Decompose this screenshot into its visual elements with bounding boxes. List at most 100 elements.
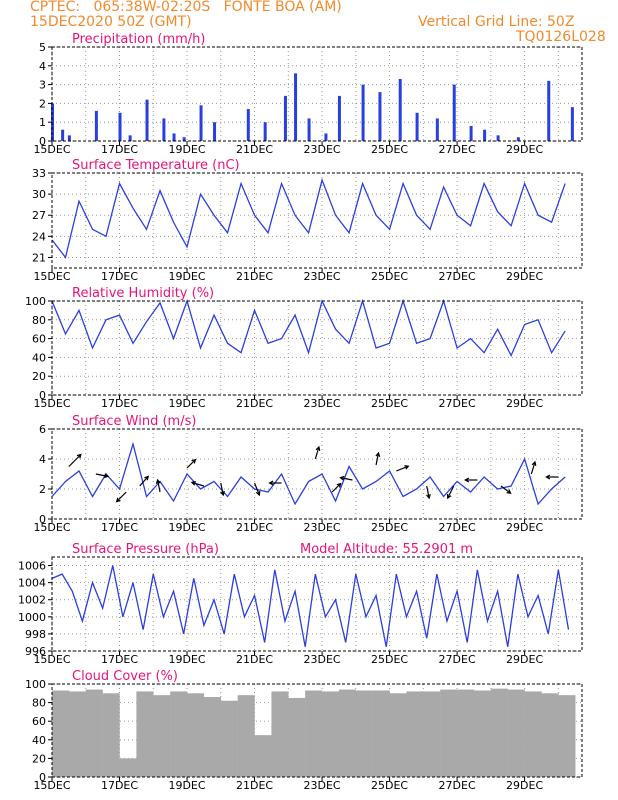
x-tick-label: 25DEC [371,270,408,283]
cloud-bar [322,691,340,777]
x-tick-label: 27DEC [439,521,476,534]
y-tick-label: 20 [32,752,46,765]
cloud-bar [355,690,373,777]
y-tick-label: 40 [32,351,46,364]
wind-arrow [447,485,455,499]
y-tick-label: 2 [39,483,46,496]
x-tick-label: 15DEC [33,397,70,410]
cloud-bar [524,691,542,777]
header-model: TQ0126L028 [516,29,606,45]
y-tick-label: 0 [39,771,46,784]
panel-frame [51,556,583,652]
cloud-bar [220,700,238,777]
cloud-bar [203,697,222,777]
precip-bar [118,112,122,141]
cloud-bar [254,735,272,777]
cloud-bar [406,691,424,777]
y-tick-label: 0 [39,513,46,526]
y-tick-label: 6 [39,423,46,436]
x-tick-label: 19DEC [168,143,205,156]
precip-bar [283,95,287,141]
panel-frame [51,46,583,142]
x-tick-label: 25DEC [371,143,408,156]
precip-bar [337,95,341,141]
x-tick-label: 21DEC [236,397,273,410]
precip-bar [469,125,473,141]
x-tick-label: 29DEC [506,270,543,283]
x-tick-label: 19DEC [168,270,205,283]
x-tick-label: 17DEC [101,779,138,792]
precip-bar [435,118,439,141]
y-tick-label: 1 [39,116,46,129]
y-tick-label: 998 [25,628,46,641]
panel-frame [51,428,583,520]
wind-arrow-head [144,475,149,481]
panel-frame [51,683,583,778]
y-tick-label: 3 [39,79,46,92]
cloud-bar [102,693,120,777]
wind-arrow [375,452,380,466]
series-line [51,565,570,647]
x-tick-label: 27DEC [439,397,476,410]
series-line [51,177,566,259]
cloud-bar [119,758,137,777]
y-tick-label: 996 [25,645,46,658]
x-tick-label: 27DEC [439,653,476,666]
x-tick-label: 29DEC [506,779,543,792]
cloud-bar [271,691,289,777]
x-tick-label: 23DEC [304,521,341,534]
y-tick-label: 100 [25,295,46,308]
precip-bar [199,105,203,141]
wind-arrow-head [103,473,110,479]
wind-arrow-head [155,478,161,484]
precip-bar [378,92,382,141]
y-tick-label: 60 [32,715,46,728]
y-tick-label: 24 [32,230,46,243]
x-tick-label: 15DEC [33,653,70,666]
wind-arrow [191,481,205,487]
y-tick-label: 5 [39,41,46,54]
cloud-bar [52,690,70,777]
precip-bar [94,110,98,141]
wind-arrow [95,473,109,477]
wind-arrow-head [190,480,196,486]
x-tick-label: 21DEC [236,521,273,534]
x-tick-label: 19DEC [168,779,205,792]
y-tick-label: 80 [32,314,46,327]
cloud-bar [288,697,306,777]
wind-arrow-head [375,451,381,457]
wind-arrow-head [404,465,410,470]
cloud-bar [68,691,86,777]
precip-bar [172,133,176,141]
x-tick-label: 21DEC [236,143,273,156]
x-tick-label: 23DEC [304,653,341,666]
precip-bar [145,99,149,141]
x-tick-label: 23DEC [304,143,341,156]
x-tick-label: 29DEC [506,143,543,156]
x-tick-label: 17DEC [101,521,138,534]
cloud-bar [541,693,559,777]
panel-title: Cloud Cover (%) [72,669,178,684]
cloud-bar [187,693,205,777]
wind-arrow-head [545,474,551,480]
header-date: 15DEC2020 50Z (GMT) [30,14,192,30]
y-tick-label: 2 [39,97,46,110]
precip-bar [213,122,217,141]
wind-arrow [530,461,536,475]
cloud-bar [389,693,407,777]
wind-arrow-head [339,475,345,481]
precip-bar [307,118,311,141]
y-tick-label: 1002 [18,594,46,607]
precip-bar [182,137,186,141]
x-tick-label: 25DEC [371,779,408,792]
cloud-bar [237,695,255,777]
precip-bar [570,107,574,141]
precip-bar [415,112,419,141]
precip-bar [67,135,71,141]
wind-arrow [68,454,82,467]
y-tick-label: 1004 [18,577,46,590]
y-tick-label: 100 [25,678,46,691]
cloud-bar [136,691,154,777]
wind-arrow-head [268,480,274,486]
y-tick-label: 0 [39,135,46,148]
